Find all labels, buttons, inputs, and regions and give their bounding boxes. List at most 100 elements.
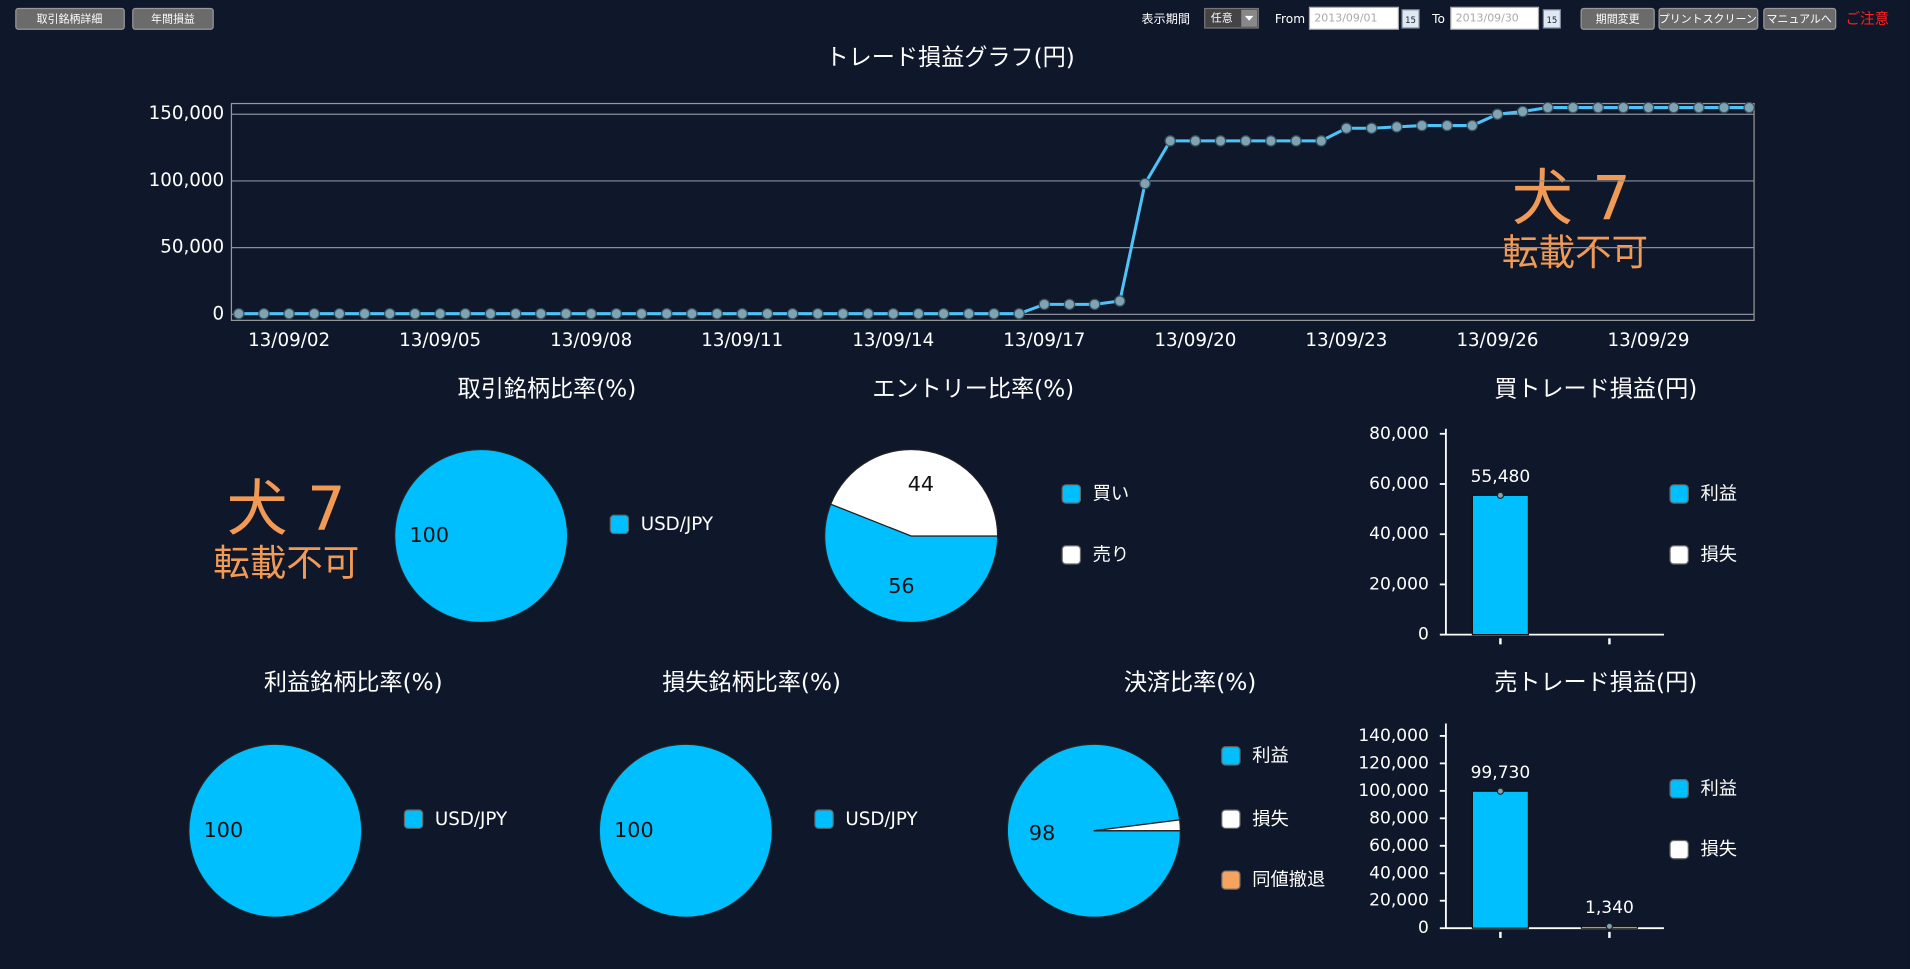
chart-title: 決済比率(%) — [1124, 670, 1257, 696]
legend-label: 利益 — [1700, 484, 1737, 505]
point — [434, 307, 446, 320]
value-label: 55,480 — [1471, 467, 1531, 487]
chart-title: 取引銘柄比率(%) — [458, 376, 637, 402]
select-arrow — [1244, 15, 1254, 21]
point — [1416, 119, 1428, 132]
point — [812, 307, 824, 320]
watermark-text: 転載不可 — [1502, 231, 1648, 274]
x-tick-label: 13/09/05 — [399, 330, 481, 351]
point — [333, 307, 346, 320]
legend-swatch — [403, 809, 424, 829]
y-tick-label: 0 — [1418, 918, 1429, 938]
from-input[interactable]: 2013/09/01 — [1308, 6, 1399, 30]
pie-slice — [394, 448, 569, 624]
bar — [1471, 790, 1530, 929]
point — [1642, 101, 1655, 114]
point — [484, 307, 497, 320]
notice-link[interactable]: ご注意 — [1845, 9, 1889, 27]
slice-label: 100 — [204, 818, 244, 842]
x-tick-label: 13/09/08 — [550, 330, 632, 351]
x-tick-label: 13/09/20 — [1154, 330, 1236, 351]
point — [535, 307, 547, 320]
watermark-mark: 犬 7 — [1512, 163, 1631, 234]
calendar-bg — [1401, 9, 1420, 29]
point — [1164, 135, 1176, 147]
x-tick-label: 13/09/29 — [1607, 330, 1689, 351]
bar-top-dot — [1605, 922, 1614, 931]
button-label: プリントスクリーン — [1659, 12, 1757, 25]
x-tick-label: 13/09/02 — [248, 330, 330, 351]
value-label: 99,730 — [1471, 763, 1531, 783]
legend-label: 同値撤退 — [1252, 870, 1325, 891]
x-tick-label: 13/09/11 — [701, 330, 783, 351]
button[interactable]: 取引銘柄詳細 — [15, 7, 125, 30]
button[interactable]: 期間変更 — [1580, 7, 1655, 30]
point — [1667, 101, 1680, 114]
button-label: マニュアルへ — [1766, 12, 1831, 25]
y-tick-label: 20,000 — [1369, 891, 1429, 911]
point — [1189, 135, 1202, 147]
point — [1391, 121, 1403, 133]
period-select[interactable]: 任意 — [1204, 7, 1259, 29]
pie-slice — [188, 743, 363, 918]
point — [660, 307, 673, 320]
chart-title: 売トレード損益(円) — [1494, 670, 1697, 696]
legend-label: 損失 — [1700, 544, 1737, 565]
watermark-mark: 犬 7 — [227, 473, 346, 544]
legend-swatch — [1221, 809, 1241, 829]
y-tick-label: 40,000 — [1369, 524, 1429, 544]
to-input[interactable]: 2013/09/30 — [1450, 6, 1540, 30]
button-label: 年間損益 — [151, 11, 195, 25]
calendar-button[interactable]: 15 — [1401, 9, 1420, 29]
point — [1542, 101, 1554, 114]
point — [1567, 101, 1579, 114]
point — [1214, 135, 1227, 147]
point — [560, 307, 572, 320]
y-tick-label: 100,000 — [1358, 781, 1429, 801]
y-tick-label: 60,000 — [1369, 836, 1429, 856]
chart-title: トレード損益グラフ(円) — [825, 45, 1074, 71]
point — [1088, 298, 1101, 311]
point — [1038, 298, 1051, 311]
legend-swatch — [1221, 746, 1241, 766]
point — [1063, 298, 1076, 311]
point — [1466, 119, 1479, 132]
legend-swatch — [1669, 545, 1689, 565]
watermark-text: 転載不可 — [213, 542, 359, 585]
point — [384, 307, 396, 320]
y-tick-label: 140,000 — [1358, 726, 1429, 746]
button-bg — [1580, 7, 1655, 30]
point — [862, 307, 874, 320]
slice-label: 98 — [1029, 821, 1055, 845]
y-tick-label: 0 — [213, 303, 225, 324]
point — [988, 307, 1000, 320]
point — [1239, 135, 1252, 147]
button-bg — [1763, 7, 1837, 30]
legend-label: 損失 — [1252, 809, 1289, 830]
legend-label: 損失 — [1700, 839, 1737, 860]
point — [1491, 108, 1504, 120]
button[interactable]: プリントスクリーン — [1658, 7, 1759, 30]
button[interactable]: 年間損益 — [132, 7, 214, 30]
button-bg — [1658, 7, 1759, 30]
point — [736, 307, 748, 320]
pie-slice — [824, 503, 999, 624]
y-tick-label: 80,000 — [1369, 424, 1429, 444]
calendar-button[interactable]: 15 — [1542, 9, 1562, 29]
point — [1340, 122, 1353, 134]
legend-label: USD/JPY — [845, 809, 918, 830]
pie-slice — [829, 448, 999, 537]
bar-top-dot — [1496, 787, 1505, 795]
point — [358, 307, 371, 320]
point — [409, 307, 421, 320]
point — [585, 307, 597, 320]
button[interactable]: マニュアルへ — [1763, 7, 1837, 30]
calendar-day: 15 — [1405, 16, 1416, 26]
bar-top-dot — [1496, 491, 1505, 500]
legend-label: 買い — [1093, 484, 1130, 505]
y-tick-label: 60,000 — [1369, 474, 1429, 494]
y-tick-label: 50,000 — [160, 237, 224, 258]
legend-swatch — [1669, 778, 1689, 799]
point — [1365, 122, 1378, 134]
chart-title: 損失銘柄比率(%) — [662, 670, 841, 696]
